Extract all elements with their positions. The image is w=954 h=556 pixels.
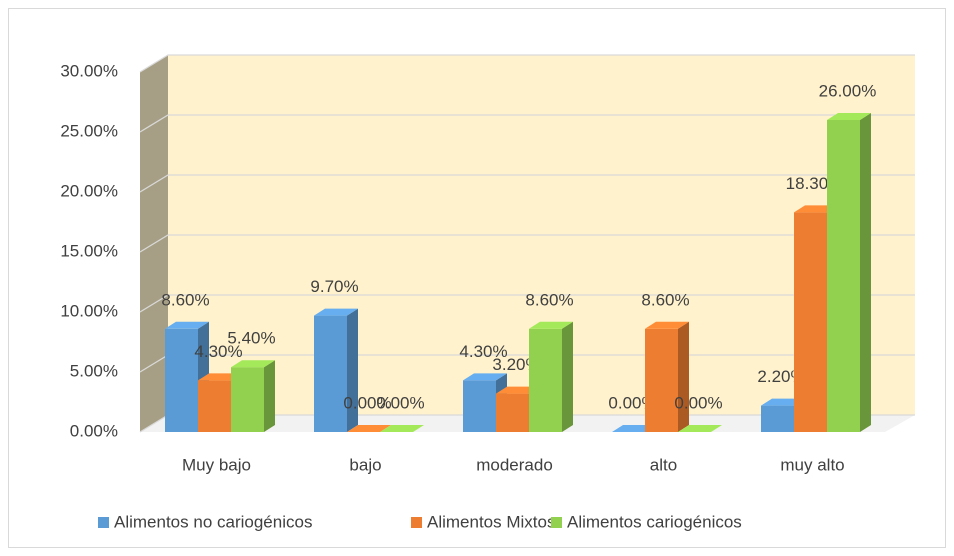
y-tick-label: 10.00% <box>60 301 118 320</box>
bar <box>761 405 794 432</box>
bar <box>529 328 562 432</box>
y-tick-label: 25.00% <box>60 121 118 140</box>
data-label: 3.20% <box>492 355 540 374</box>
y-tick-label: 30.00% <box>60 61 118 80</box>
legend-swatch <box>411 517 422 528</box>
x-tick-label: alto <box>650 455 677 474</box>
bar-side <box>678 321 689 432</box>
grid-line <box>139 294 915 313</box>
data-label: 0.00% <box>674 393 722 412</box>
grid-line <box>139 234 915 253</box>
data-label: 2.20% <box>757 367 805 386</box>
legend-swatch <box>551 517 562 528</box>
bar <box>314 315 347 432</box>
bar-side <box>347 308 358 432</box>
bar-top <box>463 373 507 381</box>
bar-top <box>678 425 722 432</box>
bar-top <box>827 113 871 120</box>
data-label: 4.30% <box>459 342 507 361</box>
bar-top <box>347 425 391 432</box>
y-tick-label: 15.00% <box>60 241 118 260</box>
bar-top <box>529 321 573 329</box>
legend-label: Alimentos Mixtos <box>427 512 555 531</box>
grid-line <box>139 54 915 73</box>
data-label: 8.60% <box>525 290 573 309</box>
bar <box>231 367 264 432</box>
bar <box>794 212 827 432</box>
grid-line <box>139 174 915 193</box>
x-tick-label: Muy bajo <box>182 455 251 474</box>
y-tick-label: 5.00% <box>70 361 118 380</box>
legend-label: Alimentos no cariogénicos <box>114 512 312 531</box>
bar-side <box>860 113 871 432</box>
bar-side <box>264 360 275 432</box>
data-label: 9.70% <box>310 277 358 296</box>
y-tick-label: 20.00% <box>60 181 118 200</box>
bar <box>198 380 231 432</box>
legend-swatch <box>98 517 109 528</box>
bar-side <box>562 321 573 432</box>
data-label: 26.00% <box>819 81 877 100</box>
x-tick-label: bajo <box>349 455 381 474</box>
x-tick-label: moderado <box>476 455 553 474</box>
x-tick-label: muy alto <box>780 455 844 474</box>
y-tick-label: 0.00% <box>70 421 118 440</box>
bar-top <box>165 321 209 329</box>
bar-top <box>380 425 424 432</box>
data-label: 8.60% <box>641 290 689 309</box>
data-label: 4.30% <box>194 342 242 361</box>
data-label: 0.00% <box>376 393 424 412</box>
bar <box>165 328 198 432</box>
bar <box>463 380 496 432</box>
data-label: 0.00% <box>608 393 656 412</box>
bar <box>827 120 860 432</box>
bar <box>496 393 529 432</box>
data-label: 0.00% <box>343 393 391 412</box>
bar-top <box>314 308 358 316</box>
legend-label: Alimentos cariogénicos <box>567 512 742 531</box>
data-label: 8.60% <box>161 290 209 309</box>
data-label: 5.40% <box>227 329 275 348</box>
bar-top <box>231 360 275 368</box>
grid-line <box>139 114 915 133</box>
bar-top <box>645 321 689 329</box>
bar <box>645 328 678 432</box>
